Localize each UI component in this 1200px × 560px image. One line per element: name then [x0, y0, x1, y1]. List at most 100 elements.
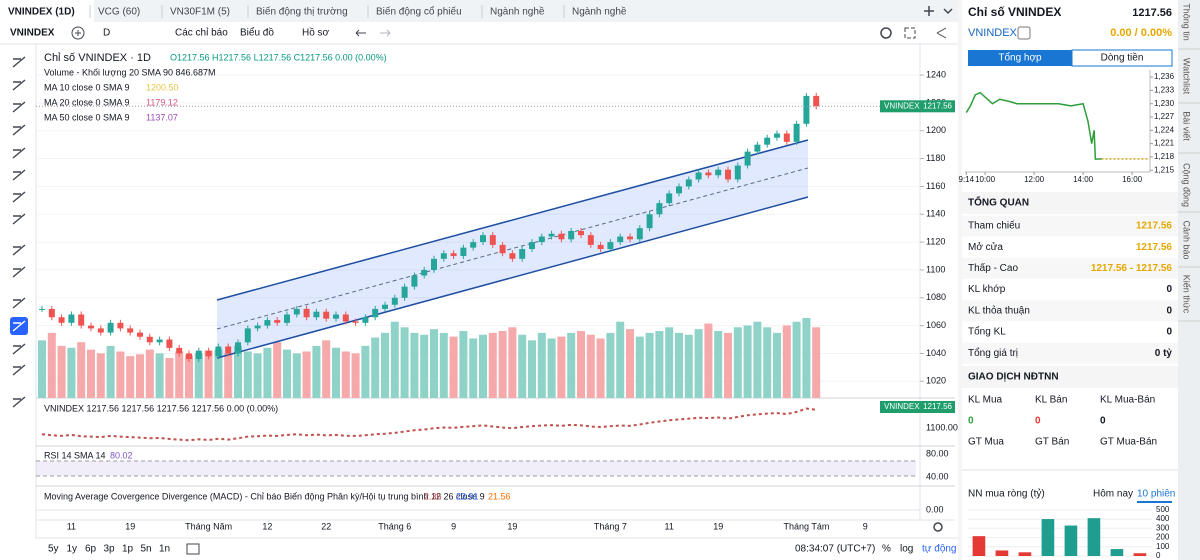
toolbar-button[interactable]: Các chỉ báo [175, 27, 228, 39]
x-tick-label: 9 [863, 521, 868, 531]
toolbar-button[interactable]: Hồ sơ [302, 27, 330, 39]
range-button[interactable]: 3p [104, 544, 116, 555]
range-button[interactable]: 6p [85, 544, 97, 555]
foreign-label: GT Bán [1035, 437, 1069, 448]
netbuy-bar [1041, 519, 1055, 556]
candle [401, 286, 408, 298]
side-tab[interactable]: Kiến thức [1182, 275, 1192, 314]
share-button[interactable] [936, 27, 947, 39]
side-tab[interactable]: Cảnh báo [1182, 220, 1192, 259]
tool-icon[interactable] [12, 169, 26, 181]
side-tab[interactable]: Watchlist [1182, 58, 1192, 95]
y-tick-label: 1160 [926, 181, 945, 191]
settings-button[interactable] [880, 27, 892, 39]
tab-add-button[interactable] [924, 6, 934, 16]
panel-tab-active[interactable] [968, 50, 1072, 66]
range-button[interactable]: 5n [141, 544, 152, 555]
candle [137, 332, 143, 337]
volume-bar [635, 336, 644, 398]
legend-label: Volume - Khối lượng 20 SMA 9 [44, 67, 168, 77]
undo-button[interactable] [355, 29, 366, 37]
tool-icon[interactable] [12, 213, 26, 225]
netbuy-tab[interactable]: Hôm nay [1093, 489, 1133, 500]
range-button[interactable]: 5y [48, 544, 59, 555]
tool-icon[interactable] [12, 56, 26, 68]
volume-bar [204, 350, 213, 398]
tab[interactable]: VN30F1M (5) [170, 7, 230, 18]
volume-bar [704, 323, 713, 398]
tool-icon[interactable] [12, 320, 26, 332]
candle [323, 311, 330, 319]
x-tick-label: 19 [713, 521, 723, 531]
tab[interactable]: VNINDEX (1D) [8, 7, 75, 18]
tab-menu-button[interactable] [943, 8, 953, 15]
redo-button[interactable] [380, 29, 391, 37]
tool-icon[interactable] [12, 147, 26, 159]
volume-bar [714, 331, 723, 398]
volume-bar [763, 327, 772, 398]
side-tab[interactable]: Bài viết [1182, 111, 1192, 141]
volume-bar [645, 332, 654, 398]
volume-bar [773, 332, 781, 398]
candle [480, 235, 486, 243]
candle [754, 144, 761, 152]
tool-icon[interactable] [12, 396, 26, 408]
tool-icon[interactable] [12, 124, 26, 136]
tab[interactable]: Biến động cổ phiếu [376, 6, 462, 18]
tool-icon[interactable] [12, 343, 26, 355]
percent-button[interactable]: % [882, 544, 891, 555]
side-tab[interactable]: Cộng đồng [1182, 163, 1192, 207]
range-button[interactable]: 1n [159, 544, 170, 555]
compare-button[interactable] [71, 26, 85, 40]
candle [411, 275, 418, 287]
rsi-label: RSI 14 SMA 14 [44, 450, 106, 460]
price-tag-value: 1217.56 [923, 402, 952, 411]
edit-button[interactable] [1017, 26, 1031, 40]
tab[interactable]: VCG (60) [98, 7, 140, 18]
range-button[interactable]: 1p [122, 544, 134, 555]
volume-bar [430, 329, 438, 398]
tool-icon[interactable] [12, 101, 26, 113]
date-range-button[interactable] [186, 543, 200, 555]
toolbar-button[interactable]: Biểu đồ [240, 27, 274, 39]
panel-title: Chỉ số VNINDEX [968, 5, 1061, 19]
toolbar-button[interactable]: D [103, 28, 110, 39]
tab[interactable]: Ngành nghề [490, 6, 545, 18]
volume-bar [616, 321, 625, 398]
tab[interactable]: Biến động thị trường [256, 6, 348, 18]
intraday-line [965, 91, 1102, 160]
y-tick-label: 40.00 [926, 471, 949, 481]
volume-bar [292, 353, 301, 398]
auto-button[interactable]: tự động [922, 544, 957, 555]
panel-tab[interactable] [1071, 49, 1173, 67]
macd-label: Moving Average Covergence Divergence (MA… [44, 491, 485, 501]
candle [783, 133, 790, 142]
tab[interactable]: Ngành nghề [572, 6, 627, 18]
tool-icon[interactable] [12, 297, 26, 309]
volume-bar [38, 340, 46, 398]
tool-icon[interactable] [12, 79, 26, 91]
toolbar-button[interactable]: VNINDEX [10, 28, 55, 39]
volume-bar [194, 353, 203, 398]
tool-icon[interactable] [12, 364, 26, 376]
log-button[interactable]: log [900, 544, 913, 555]
panel-tab-label[interactable]: Tổng hợp [998, 52, 1042, 64]
range-button[interactable]: 1y [67, 544, 78, 555]
volume-bar [577, 331, 585, 398]
side-tab[interactable]: Thông tin [1182, 3, 1192, 41]
panel-tab-label[interactable]: Dòng tiền [1101, 52, 1144, 64]
candle [568, 230, 575, 240]
fullscreen-button[interactable] [904, 27, 916, 39]
candle [68, 314, 75, 323]
tool-icon[interactable] [12, 191, 26, 203]
axis-settings[interactable] [933, 522, 943, 532]
tool-icon[interactable] [12, 244, 26, 256]
tool-icon[interactable] [12, 266, 26, 278]
foreign-label: KL Mua-Bán [1100, 395, 1155, 406]
netbuy-title: NN mua ròng (tỷ) [968, 488, 1045, 500]
volume-bar [106, 345, 115, 398]
y-tick-label: 80.00 [926, 448, 949, 458]
candle [578, 230, 584, 236]
netbuy-tab[interactable]: 10 phiên [1137, 489, 1175, 500]
summary-value: 0 [1166, 305, 1172, 316]
